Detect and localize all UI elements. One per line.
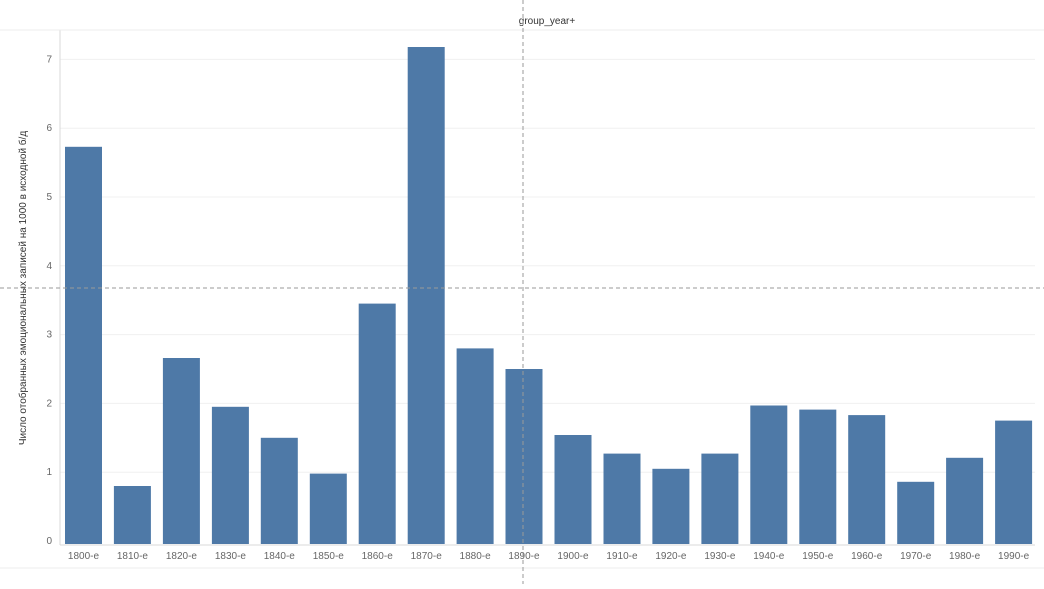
x-category-label: 1880-е	[460, 551, 492, 562]
bar[interactable]	[113, 486, 151, 544]
bars-layer	[65, 47, 1033, 545]
bar[interactable]	[407, 47, 445, 544]
x-category-label: 1910-е	[606, 551, 638, 562]
bar[interactable]	[897, 481, 935, 544]
x-category-label: 1860-е	[362, 551, 394, 562]
x-category-label: 1890-е	[508, 551, 540, 562]
bar[interactable]	[309, 473, 347, 544]
bar[interactable]	[505, 369, 543, 544]
x-category-label: 1900-е	[557, 551, 589, 562]
x-category-label: 1950-е	[802, 551, 834, 562]
grid-layer	[60, 58, 1035, 473]
bar[interactable]	[358, 303, 396, 544]
y-tick-label: 5	[46, 192, 52, 203]
bar[interactable]	[652, 468, 690, 544]
x-category-label: 1960-е	[851, 551, 883, 562]
bar[interactable]	[799, 409, 837, 544]
bar[interactable]	[750, 405, 788, 545]
bar[interactable]	[603, 453, 641, 544]
bar[interactable]	[701, 453, 739, 544]
x-category-label: 1930-е	[704, 551, 736, 562]
x-category-label: 1800-е	[68, 551, 100, 562]
y-tick-labels: 0 1 2 3 4 5 6 7	[46, 54, 52, 547]
x-category-label: 1870-е	[411, 551, 443, 562]
y-tick-label: 0	[46, 536, 52, 547]
bar[interactable]	[995, 420, 1033, 544]
x-category-label: 1980-е	[949, 551, 981, 562]
y-tick-label: 4	[46, 261, 52, 272]
x-category-label: 1920-е	[655, 551, 687, 562]
bar[interactable]	[260, 437, 298, 544]
x-category-label: 1830-е	[215, 551, 247, 562]
y-tick-label: 1	[46, 467, 52, 478]
bar[interactable]	[65, 146, 102, 545]
x-category-labels: 1800-е 1810-е 1820-е 1830-е 1840-е 1850-е 1860…	[68, 551, 1030, 562]
x-category-label: 1820-е	[166, 551, 198, 562]
y-tick-label: 7	[46, 54, 52, 65]
y-tick-label: 6	[46, 123, 52, 134]
x-category-label: 1850-е	[313, 551, 345, 562]
x-category-label: 1840-е	[264, 551, 296, 562]
y-tick-label: 3	[46, 330, 52, 341]
x-category-label: 1990-е	[998, 551, 1030, 562]
x-category-label: 1810-е	[117, 551, 149, 562]
bar[interactable]	[848, 415, 886, 544]
x-category-label: 1940-е	[753, 551, 785, 562]
x-category-label: 1970-е	[900, 551, 932, 562]
bar[interactable]	[211, 406, 249, 544]
chart-title: group_year+	[519, 16, 576, 27]
bar[interactable]	[946, 457, 984, 544]
y-tick-label: 2	[46, 398, 52, 409]
bar[interactable]	[162, 358, 200, 544]
bar[interactable]	[456, 348, 494, 544]
bar[interactable]	[554, 435, 592, 544]
